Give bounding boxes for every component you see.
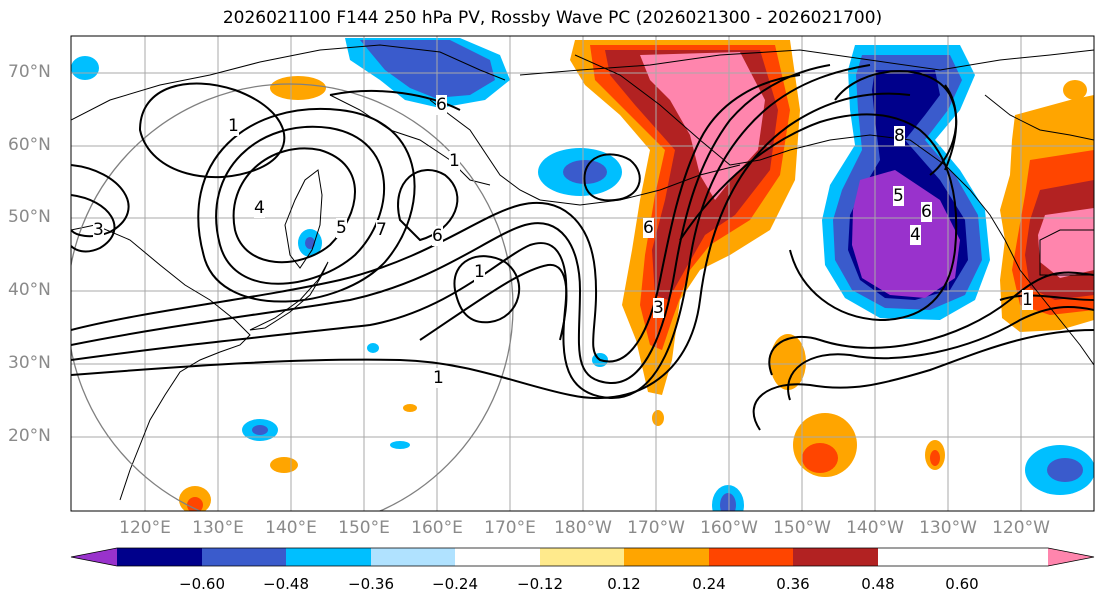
contour-label: 5 bbox=[893, 186, 904, 206]
colorbar-cells bbox=[117, 548, 878, 566]
colorbar-tick-label: −0.60 bbox=[179, 575, 225, 593]
contour-label: 1 bbox=[1022, 290, 1033, 310]
colorbar-cell bbox=[117, 548, 202, 566]
colorbar-tick-label: −0.24 bbox=[432, 575, 478, 593]
colorbar-cell bbox=[286, 548, 371, 566]
colorbar-tick-label: −0.12 bbox=[517, 575, 563, 593]
lon-label: 150°W bbox=[773, 518, 831, 538]
contour-label: 5 bbox=[336, 218, 347, 238]
map-frame bbox=[70, 35, 1095, 512]
lon-label: 170°W bbox=[627, 518, 685, 538]
colorbar-cell bbox=[371, 548, 455, 566]
contour-label: 6 bbox=[432, 226, 443, 246]
lat-label-30n: 30°N bbox=[8, 353, 51, 373]
lon-label: 160°E bbox=[411, 518, 463, 538]
contour-label: 1 bbox=[474, 262, 485, 282]
lat-label-40n: 40°N bbox=[8, 280, 51, 300]
contour-label: 4 bbox=[254, 198, 265, 218]
colorbar-tick-label: −0.48 bbox=[263, 575, 309, 593]
lon-label: 120°W bbox=[992, 518, 1050, 538]
colorbar-tick-label: 0.60 bbox=[945, 575, 979, 593]
contour-label: 8 bbox=[894, 126, 905, 146]
lat-label-60n: 60°N bbox=[8, 135, 51, 155]
lat-label-70n: 70°N bbox=[8, 62, 51, 82]
contour-label: 1 bbox=[449, 151, 460, 171]
colorbar-cell bbox=[540, 548, 624, 566]
contour-label: 1 bbox=[433, 368, 444, 388]
lat-label-20n: 20°N bbox=[8, 426, 51, 446]
colorbar-cell bbox=[202, 548, 286, 566]
lon-label: 130°W bbox=[919, 518, 977, 538]
contour-label: 4 bbox=[910, 225, 921, 245]
contour-label: 1 bbox=[228, 116, 239, 136]
colorbar-tick-label: 0.36 bbox=[776, 575, 810, 593]
contour-label: 6 bbox=[921, 202, 932, 222]
colorbar-cell bbox=[624, 548, 709, 566]
lat-label-50n: 50°N bbox=[8, 207, 51, 227]
colorbar-tick-label: −0.36 bbox=[348, 575, 394, 593]
colorbar bbox=[70, 547, 1095, 567]
lon-label: 180°W bbox=[554, 518, 612, 538]
colorbar-tick-label: 0.12 bbox=[607, 575, 641, 593]
contour-label: 7 bbox=[376, 220, 387, 240]
colorbar-tick-label: 0.48 bbox=[861, 575, 895, 593]
colorbar-tick-label: 0.24 bbox=[692, 575, 726, 593]
pv-contours bbox=[71, 64, 1094, 431]
contour-label: 3 bbox=[653, 298, 664, 318]
lon-label: 130°E bbox=[192, 518, 244, 538]
map-area bbox=[71, 36, 1094, 511]
map-title: 2026021100 F144 250 hPa PV, Rossby Wave … bbox=[222, 8, 883, 28]
lon-label: 120°E bbox=[119, 518, 171, 538]
colorbar-cell bbox=[455, 548, 540, 566]
lon-label: 160°W bbox=[700, 518, 758, 538]
colorbar-cell bbox=[793, 548, 878, 566]
lon-label: 170°E bbox=[484, 518, 536, 538]
contour-label: 3 bbox=[93, 220, 104, 240]
colorbar-cell bbox=[709, 548, 793, 566]
contour-label: 6 bbox=[436, 95, 447, 115]
contour-label: 6 bbox=[643, 218, 654, 238]
lon-label: 140°W bbox=[846, 518, 904, 538]
colorbar-extend-min bbox=[71, 548, 117, 566]
lon-label: 150°E bbox=[338, 518, 390, 538]
lon-label: 140°E bbox=[265, 518, 317, 538]
colorbar-extend-max bbox=[1048, 548, 1094, 566]
